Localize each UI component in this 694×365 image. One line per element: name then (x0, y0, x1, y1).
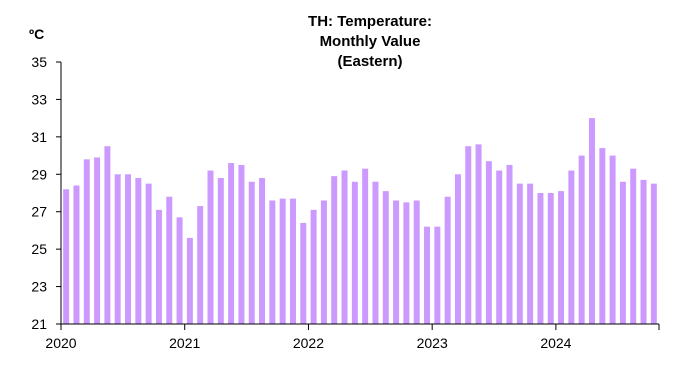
bar (186, 237, 193, 324)
bar (63, 189, 70, 324)
bar (527, 183, 534, 324)
x-axis: 2020 2021 2022 2023 2024 (45, 323, 660, 351)
bar (434, 226, 441, 324)
x-tick-label: 2022 (293, 335, 324, 351)
bar (630, 168, 637, 324)
bar (197, 206, 204, 324)
bar (465, 146, 472, 324)
bar (609, 155, 616, 324)
bar (94, 157, 101, 324)
y-tick-label: 21 (31, 316, 47, 332)
bar (382, 191, 389, 324)
bar (238, 164, 245, 324)
bar (454, 174, 461, 324)
x-tick-label: 2024 (540, 335, 571, 351)
bar (176, 217, 183, 324)
chart-title-line-3: (Eastern) (337, 53, 402, 70)
y-tick-label: 33 (31, 91, 47, 107)
bar (537, 193, 544, 324)
bar (619, 181, 626, 324)
bar (166, 196, 173, 324)
bar (578, 155, 585, 324)
bar (320, 200, 327, 324)
bar (506, 164, 513, 324)
bar (300, 222, 307, 324)
bar (83, 159, 90, 324)
bar (331, 176, 338, 324)
x-tick-label: 2021 (169, 335, 200, 351)
bar (279, 198, 286, 324)
bar (228, 163, 235, 324)
bar (207, 170, 214, 324)
y-axis: 21 23 25 27 29 31 33 35 (31, 54, 62, 332)
bar (310, 209, 317, 324)
bars-group (63, 118, 657, 324)
x-tick-label: 2020 (45, 335, 76, 351)
bar (114, 174, 121, 324)
bar (104, 146, 111, 324)
chart-title-line-2: Monthly Value (320, 33, 421, 50)
bar (413, 200, 420, 324)
bar (155, 209, 162, 324)
y-tick-label: 27 (31, 204, 47, 220)
bar (73, 185, 80, 324)
bar (248, 181, 255, 324)
x-tick-label: 2023 (417, 335, 448, 351)
bar (650, 183, 657, 324)
bar (516, 183, 523, 324)
bar (475, 144, 482, 324)
chart-title-line-1: TH: Temperature: (308, 13, 432, 30)
bar (424, 226, 431, 324)
bar (588, 118, 595, 324)
bar (145, 183, 152, 324)
bar (217, 178, 224, 324)
bar (496, 170, 503, 324)
y-tick-label: 29 (31, 166, 47, 182)
bar (547, 193, 554, 324)
y-tick-label: 31 (31, 129, 47, 145)
bar (372, 181, 379, 324)
bar (362, 168, 369, 324)
bar (269, 200, 276, 324)
y-tick-label: 35 (31, 54, 47, 70)
bar (393, 200, 400, 324)
y-tick-label: 23 (31, 279, 47, 295)
bar (403, 202, 410, 324)
y-tick-label: 25 (31, 241, 47, 257)
bar (125, 174, 132, 324)
bar (599, 148, 606, 324)
bar (568, 170, 575, 324)
bar (135, 178, 142, 324)
bar (341, 170, 348, 324)
bar (485, 161, 492, 324)
bar (640, 179, 647, 324)
bar (351, 181, 358, 324)
bar (289, 198, 296, 324)
bar (259, 178, 266, 324)
y-axis-unit-label: ºC (29, 26, 44, 42)
chart-title: TH: Temperature: Monthly Value (Eastern) (308, 13, 432, 70)
bar (444, 196, 451, 324)
bar (558, 191, 565, 324)
